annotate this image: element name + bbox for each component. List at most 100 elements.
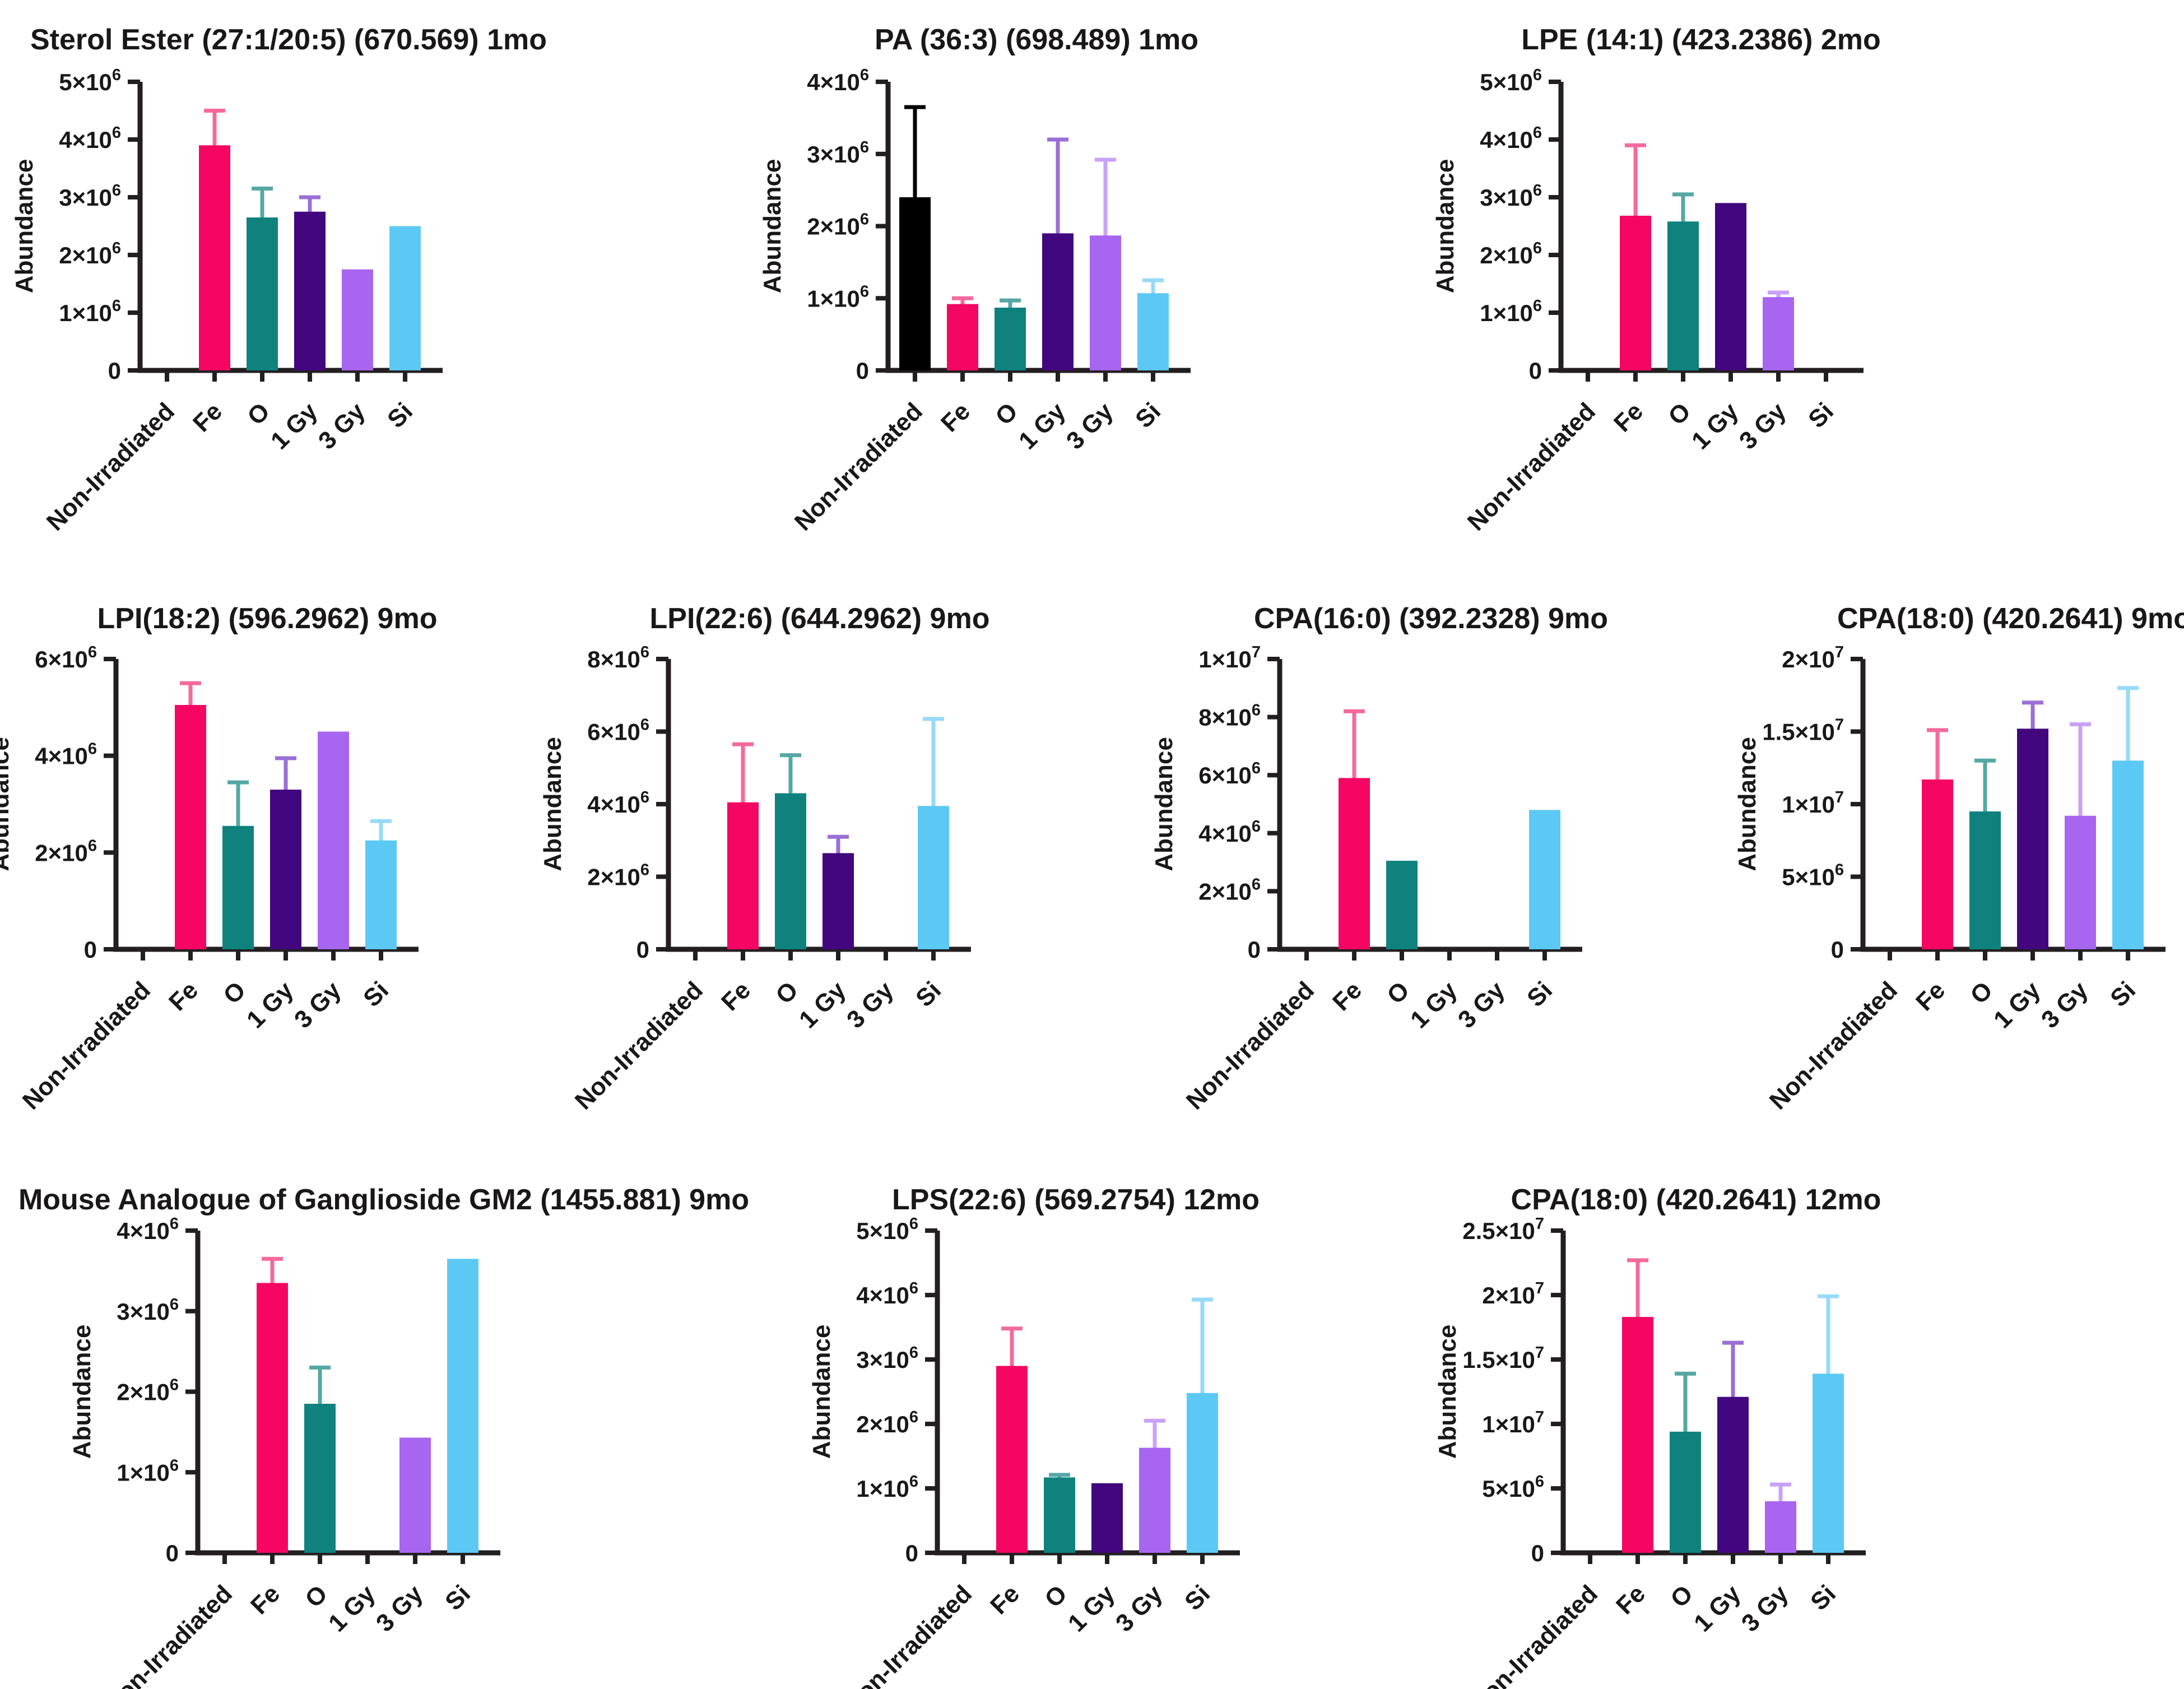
- y-tick-label: 0: [856, 358, 869, 384]
- x-tick-label: 3 Gy: [1061, 397, 1118, 454]
- x-tick-label: Non-Irradiated: [839, 1580, 977, 1689]
- chart-title: LPI(22:6) (644.2962) 9mo: [650, 602, 990, 635]
- x-tick-label: Fe: [188, 397, 227, 437]
- bar-si: [1529, 810, 1560, 949]
- axes: [1558, 82, 1864, 373]
- y-tick-label: 0: [636, 936, 649, 963]
- y-tick-label: 2×106: [587, 861, 649, 890]
- bar-fe: [199, 145, 230, 370]
- x-tick-label: O: [1039, 1580, 1072, 1613]
- chart-title: PA (36:3) (698.489) 1mo: [875, 24, 1198, 56]
- y-axis-label: Abundance: [759, 159, 786, 294]
- y-tick-label: 0: [1248, 936, 1261, 963]
- x-tick-label: 3 Gy: [313, 397, 370, 454]
- bar-si: [365, 840, 397, 949]
- y-tick-label: 5×106: [856, 1215, 918, 1244]
- x-tick-label: 3 Gy: [1736, 1580, 1793, 1637]
- y-tick-label: 0: [84, 936, 97, 963]
- bar-1-gy: [270, 790, 301, 949]
- x-tick-label: Si: [440, 1580, 476, 1616]
- y-tick-label: 4×106: [59, 124, 121, 153]
- x-tick-label: 1 Gy: [1689, 1580, 1746, 1637]
- y-tick-label: 4×106: [117, 1215, 179, 1244]
- x-tick-label: Si: [382, 397, 418, 433]
- bar-1-gy: [1717, 1396, 1749, 1553]
- bar-1-gy: [1715, 203, 1746, 370]
- bar-fe: [1620, 215, 1651, 370]
- y-tick-label: 0: [905, 1540, 918, 1566]
- x-tick-label: O: [300, 1580, 333, 1613]
- x-tick-label: 3 Gy: [371, 1580, 428, 1637]
- bar-o: [995, 307, 1026, 370]
- x-tick-label: O: [242, 397, 275, 430]
- y-tick-label: 4×106: [1198, 818, 1261, 847]
- y-axis-label: Abundance: [1734, 737, 1761, 871]
- bar-chart-svg: LPI(18:2) (596.2962) 9mo Abundance 0 2×106 4…: [0, 602, 437, 1115]
- bar-chart-svg: Sterol Ester (27:1/20:5) (670.569) 1mo Ab…: [11, 24, 547, 536]
- y-tick-label: 6×106: [1198, 759, 1261, 788]
- bar-1-gy: [2017, 729, 2048, 949]
- chart-title: Sterol Ester (27:1/20:5) (670.569) 1mo: [30, 24, 547, 56]
- chart-mouse-analogue-of-ganglioside-gm2-1455-881-9mo: Mouse Analogue of Ganglioside GM2 (1455.…: [18, 1182, 764, 1689]
- x-tick-label: O: [1382, 976, 1415, 1009]
- x-tick-label: Non-Irradiated: [17, 976, 156, 1115]
- y-tick-label: 0: [1529, 358, 1542, 384]
- bar-fe: [1622, 1317, 1653, 1553]
- bar-si: [447, 1259, 478, 1553]
- x-tick-label: O: [770, 976, 803, 1009]
- bar-chart-svg: CPA(18:0) (420.2641) 12mo Abundance 0 5×106…: [1434, 1184, 1881, 1689]
- y-tick-label: 5×106: [1782, 861, 1844, 890]
- y-tick-label: 6×106: [35, 643, 97, 672]
- y-tick-label: 5×106: [59, 66, 121, 95]
- y-tick-label: 1×106: [117, 1456, 179, 1486]
- y-axis-label: Abundance: [0, 737, 14, 871]
- bar-chart-svg: LPE (14:1) (423.2386) 2mo Abundance 0 1×106…: [1432, 24, 1881, 536]
- chart-pa-36-3-698-489-1mo: PA (36:3) (698.489) 1mo Abundance 0 1×106 2×…: [748, 0, 1454, 583]
- x-tick-label: Non-Irradiated: [1462, 397, 1601, 536]
- y-tick-label: 2×106: [807, 211, 869, 240]
- y-tick-label: 4×106: [807, 66, 869, 95]
- y-tick-label: 3×106: [807, 138, 869, 168]
- y-tick-label: 2×106: [1198, 875, 1261, 904]
- y-tick-label: 0: [108, 358, 121, 384]
- chart-cpa-18-0-420-2641-9mo: CPA(18:0) (420.2641) 9mo Abundance 0 5×106 1…: [1723, 579, 2184, 1162]
- y-axis-label: Abundance: [68, 1325, 96, 1459]
- x-tick-label: Si: [1130, 397, 1166, 433]
- bar-o: [304, 1404, 336, 1553]
- chart-title: LPE (14:1) (423.2386) 2mo: [1521, 24, 1881, 56]
- bar-fe: [1922, 779, 1953, 949]
- bar-chart-svg: LPS(22:6) (569.2754) 12mo Abundance 0 1×106…: [808, 1184, 1260, 1689]
- chart-lps-22-6-569-2754-12mo: LPS(22:6) (569.2754) 12mo Abundance 0 1×106…: [797, 1182, 1503, 1689]
- y-tick-label: 0: [1531, 1540, 1544, 1566]
- x-tick-label: Si: [1522, 976, 1558, 1012]
- x-tick-label: Non-Irradiated: [1764, 976, 1903, 1115]
- chart-sterol-ester-27-1-20-5-670-569-1mo: Sterol Ester (27:1/20:5) (670.569) 1mo Ab…: [0, 0, 706, 583]
- bar-3-gy: [399, 1437, 431, 1553]
- y-tick-label: 1×107: [1782, 788, 1844, 818]
- chart-cpa-18-0-420-2641-12mo: CPA(18:0) (420.2641) 12mo Abundance 0 5×106…: [1423, 1182, 2129, 1689]
- bar-si: [1813, 1374, 1844, 1553]
- x-tick-label: 3 Gy: [1734, 397, 1791, 454]
- x-tick-label: 3 Gy: [2036, 976, 2093, 1033]
- y-tick-label: 4×106: [856, 1279, 918, 1308]
- chart-title: CPA(18:0) (420.2641) 9mo: [1837, 602, 2184, 635]
- x-tick-label: 3 Gy: [289, 976, 346, 1033]
- x-tick-label: 3 Gy: [1110, 1580, 1168, 1637]
- bar-3-gy: [318, 731, 349, 949]
- x-tick-label: Fe: [1609, 397, 1648, 437]
- x-tick-label: 1 Gy: [1988, 976, 2046, 1033]
- bar-non-irradiated: [899, 197, 931, 370]
- bar-o: [1044, 1477, 1075, 1553]
- bar-si: [918, 806, 949, 949]
- bar-fe: [257, 1283, 288, 1553]
- y-tick-label: 2×106: [856, 1408, 918, 1437]
- x-tick-label: O: [990, 397, 1023, 430]
- y-tick-label: 0: [1831, 936, 1844, 963]
- y-axis-label: Abundance: [808, 1325, 835, 1459]
- y-axis-label: Abundance: [1432, 159, 1459, 294]
- y-tick-label: 8×106: [1198, 702, 1261, 731]
- bar-o: [1969, 811, 2001, 949]
- x-tick-label: 1 Gy: [1686, 397, 1744, 454]
- y-tick-label: 1.5×107: [1762, 716, 1844, 745]
- y-tick-label: 4×106: [35, 740, 97, 769]
